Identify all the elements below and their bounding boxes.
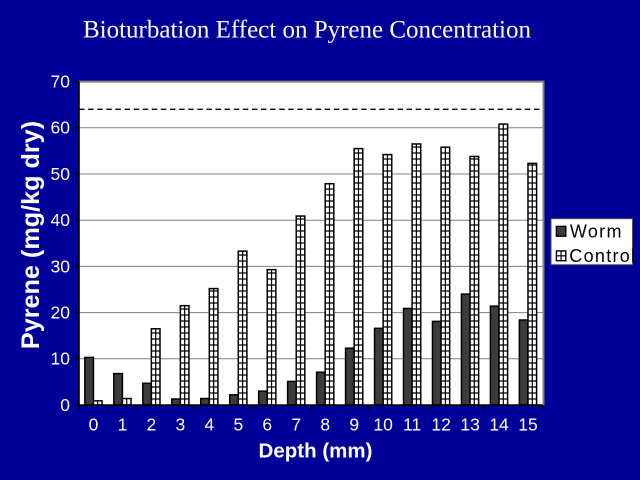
svg-text:3: 3 [176, 414, 186, 434]
svg-text:30: 30 [51, 256, 71, 276]
svg-text:6: 6 [262, 414, 272, 434]
svg-text:0: 0 [89, 414, 99, 434]
svg-text:15: 15 [518, 414, 537, 434]
svg-text:9: 9 [349, 414, 359, 434]
svg-text:14: 14 [489, 414, 509, 434]
svg-text:Worm: Worm [570, 222, 623, 242]
svg-text:1: 1 [118, 414, 128, 434]
svg-text:13: 13 [460, 414, 479, 434]
svg-text:12: 12 [431, 414, 450, 434]
svg-text:11: 11 [403, 414, 421, 434]
svg-text:10: 10 [373, 414, 393, 434]
svg-text:20: 20 [51, 303, 71, 323]
svg-text:0: 0 [60, 395, 70, 415]
svg-text:Depth (mm): Depth (mm) [259, 440, 373, 463]
svg-text:40: 40 [51, 210, 71, 230]
svg-text:Pyrene (mg/kg dry): Pyrene (mg/kg dry) [17, 121, 45, 349]
svg-text:8: 8 [320, 414, 330, 434]
svg-text:60: 60 [51, 118, 71, 138]
svg-text:Control: Control [569, 246, 636, 266]
svg-text:7: 7 [291, 414, 301, 434]
svg-text:2: 2 [147, 414, 157, 434]
svg-text:50: 50 [51, 164, 71, 184]
svg-text:Bioturbation Effect on Pyrene: Bioturbation Effect on Pyrene Concentrat… [83, 17, 532, 44]
svg-text:10: 10 [51, 349, 71, 369]
svg-text:4: 4 [204, 414, 214, 434]
svg-text:5: 5 [233, 414, 243, 434]
svg-text:70: 70 [51, 72, 71, 92]
